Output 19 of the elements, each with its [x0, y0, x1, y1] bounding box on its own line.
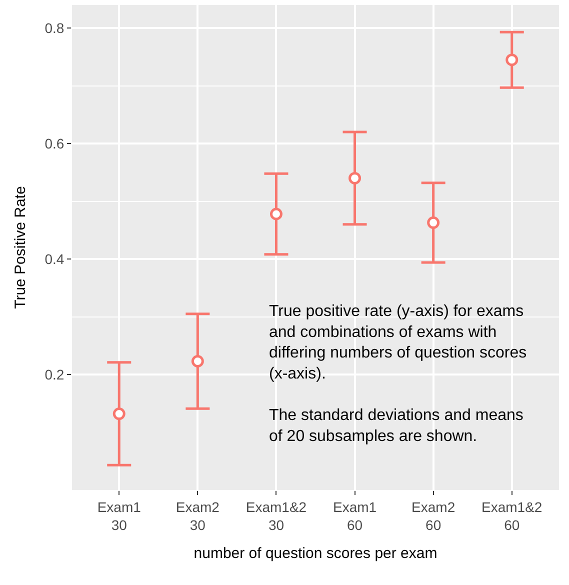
text: True positive rate (y-axis) for exams and combinations of exams with differing numbers of question scores (x-axis). The standard deviations and means of 20 subsamples are shown. [269, 303, 527, 445]
point [348, 172, 362, 184]
point [270, 208, 282, 220]
x-axis-title: number of question scores per exam [194, 545, 438, 562]
x-tick-label: Exam1&2 30 [246, 498, 307, 533]
x-tick-label: Exam1&2 60 [482, 498, 542, 533]
y-tick-label: 0.4 [44, 250, 64, 267]
x-tick-label: Exam2 60 [412, 498, 456, 533]
y-tick-label: 0.2 [44, 366, 64, 382]
x-tick-label: Exam1 30 [97, 498, 142, 533]
x-tick-label: Exam2 30 [176, 498, 220, 533]
point [112, 408, 126, 420]
point [427, 216, 440, 229]
y-tick-label: 0.6 [44, 135, 64, 152]
point [191, 354, 204, 368]
y-tick-label: 0.8 [44, 20, 64, 36]
point [506, 54, 518, 66]
y-axis-title: True Positive Rate [12, 186, 29, 309]
x-tick-label: Exam1 60 [332, 498, 377, 533]
